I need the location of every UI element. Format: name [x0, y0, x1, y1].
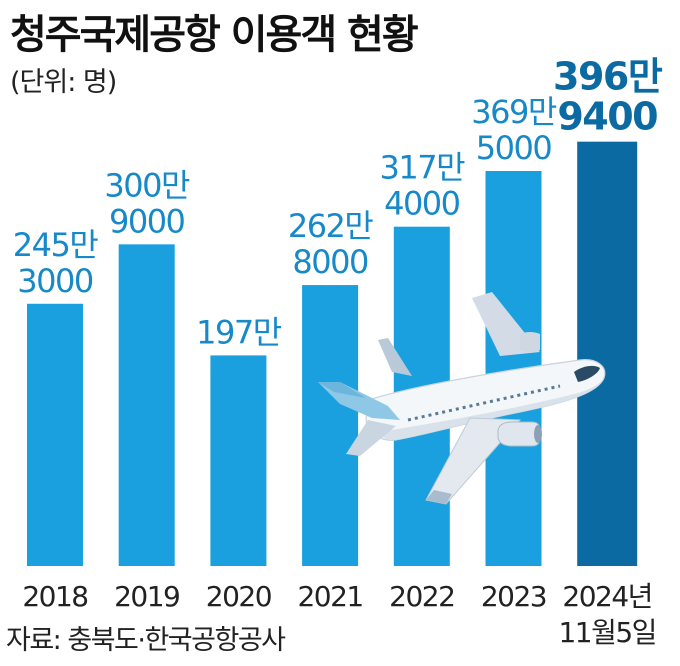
- value-label-2022-1: 317만: [380, 149, 466, 187]
- value-label-2024년-1: 396만: [553, 55, 663, 99]
- value-label-2019-1: 300만: [104, 166, 190, 204]
- value-label-2022-2: 4000: [384, 185, 460, 223]
- value-label-2018-2: 3000: [17, 262, 93, 300]
- value-label-2021-1: 262만: [288, 207, 374, 245]
- x-tick-label-3: 2020: [206, 580, 271, 613]
- value-label-2019-2: 9000: [109, 202, 185, 240]
- bar-2024년: [577, 141, 638, 566]
- x-tick-label-1: 2018: [22, 580, 87, 613]
- x-tick-label-4: 2021: [297, 580, 362, 613]
- airplane-illustration: [318, 292, 606, 505]
- value-label-2024년-2: 9400: [557, 95, 657, 139]
- x-tick-label-7-2: 11월5일: [558, 616, 655, 649]
- chart-title: 청주국제공항 이용객 현황: [10, 12, 419, 58]
- x-tick-label-2: 2019: [114, 580, 179, 613]
- value-label-2020-1: 197만: [196, 313, 282, 351]
- x-tick-label-7-1: 2024년: [562, 580, 652, 613]
- bar-2020: [210, 355, 267, 566]
- value-label-2018-1: 245만: [13, 226, 99, 264]
- x-tick-label-5: 2022: [389, 580, 454, 613]
- bar-2018: [27, 303, 83, 566]
- value-label-2021-2: 8000: [292, 243, 368, 281]
- x-tick-label-6: 2023: [481, 580, 546, 613]
- value-label-2023-2: 5000: [476, 129, 552, 167]
- bar-2019: [118, 244, 175, 567]
- bar-2021: [302, 285, 359, 566]
- unit-label: (단위: 명): [10, 67, 117, 98]
- value-label-2023-1: 369만: [471, 93, 557, 131]
- source-note: 자료: 충북도·한국공항공사: [6, 625, 286, 656]
